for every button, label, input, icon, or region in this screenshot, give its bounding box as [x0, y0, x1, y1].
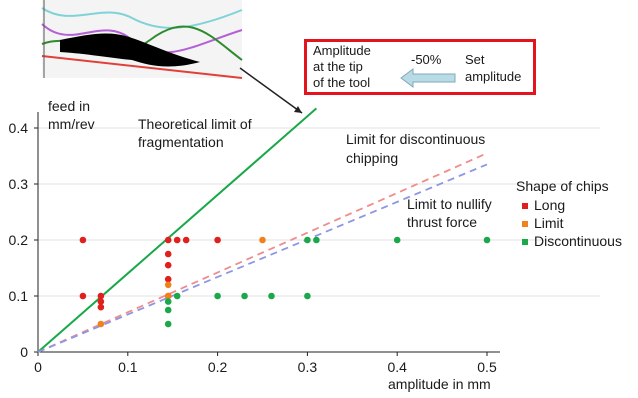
- callout-set-line2: amplitude: [465, 69, 522, 84]
- data-point-long-2: [97, 292, 105, 300]
- discontinuous-limit-label-line1: Limit for discontinuous: [346, 131, 486, 147]
- thrust-limit-label-line2: thrust force: [407, 214, 478, 230]
- data-point-long-0: [79, 236, 87, 244]
- data-point-long-3: [97, 298, 105, 305]
- legend-label-limit: Limit: [534, 215, 564, 231]
- y-axis-label-line1: feed in: [48, 98, 91, 114]
- callout-pointer-arrow: [239, 67, 303, 114]
- data-point-limit-3: [259, 236, 266, 244]
- data-point-long-4: [97, 303, 105, 311]
- y-axis-label-line2: mm/rev: [48, 116, 95, 132]
- data-point-long-11: [182, 236, 190, 244]
- legend-item-long: Long: [522, 197, 565, 214]
- data-point-long-5: [164, 236, 172, 244]
- data-point-discontinuous-7: [304, 292, 311, 300]
- legend-item-discontinuous: Discontinuous: [522, 233, 622, 250]
- data-point-long-12: [214, 236, 221, 244]
- theoretical-limit-line: [37, 107, 318, 353]
- y-tick-label-0.2: 0.2: [9, 232, 29, 248]
- data-point-discontinuous-1: [164, 306, 172, 314]
- legend-title: Shape of chips: [516, 178, 609, 194]
- callout-amplitude-line3: of the tool: [313, 75, 371, 90]
- data-point-discontinuous-4: [214, 292, 221, 300]
- data-point-discontinuous-6: [268, 292, 275, 300]
- waveform-inset-image: [41, 0, 243, 79]
- y-tick-label-0.3: 0.3: [9, 176, 29, 192]
- data-point-discontinuous-0: [164, 298, 172, 305]
- thrust-limit-line: [37, 163, 488, 353]
- x-axis-label: amplitude in mm: [388, 376, 491, 392]
- x-tick-label-0.3: 0.3: [298, 359, 318, 375]
- x-tick-label-0.5: 0.5: [477, 359, 497, 375]
- data-point-discontinuous-2: [164, 320, 172, 328]
- legend-label-discontinuous: Discontinuous: [534, 233, 622, 249]
- x-tick-label-0.2: 0.2: [208, 359, 228, 375]
- data-point-discontinuous-10: [393, 236, 401, 244]
- x-tick-label-0: 0: [34, 359, 42, 375]
- amplitude-callout-box: Amplitude at the tip of the tool -50% Se…: [304, 39, 536, 95]
- data-point-discontinuous-5: [241, 292, 248, 300]
- thrust-limit-label-line1: Limit to nullify: [407, 196, 492, 212]
- data-point-long-10: [173, 236, 181, 244]
- legend-marker-discontinuous: [522, 239, 528, 246]
- legend-label-long: Long: [534, 197, 566, 213]
- y-tick-label-0: 0: [20, 344, 28, 360]
- data-point-limit-1: [164, 281, 172, 289]
- data-point-discontinuous-11: [483, 236, 491, 244]
- x-tick-label-0.4: 0.4: [387, 359, 407, 375]
- data-point-discontinuous-9: [313, 236, 320, 244]
- data-point-long-7: [164, 261, 172, 269]
- callout-percent: -50%: [411, 52, 442, 67]
- data-point-long-6: [164, 250, 172, 258]
- data-point-discontinuous-3: [173, 292, 181, 300]
- callout-amplitude-line1: Amplitude: [313, 43, 371, 58]
- x-tick-label-0.1: 0.1: [118, 359, 138, 375]
- discontinuous-limit-label-line2: chipping: [346, 150, 399, 166]
- data-point-limit-0: [97, 320, 105, 328]
- callout-set-line1: Set: [465, 52, 485, 67]
- discontinuous-limit-line: [37, 152, 488, 353]
- data-point-limit-2: [164, 292, 172, 300]
- data-point-long-8: [164, 275, 172, 283]
- legend-marker-limit: [522, 221, 528, 228]
- y-tick-label-0.4: 0.4: [9, 120, 29, 136]
- theoretical-limit-label-line1: Theoretical limit of: [138, 116, 252, 132]
- data-point-discontinuous-8: [304, 236, 311, 244]
- callout-pointer-arrowhead: [294, 106, 302, 113]
- y-tick-label-0.1: 0.1: [9, 288, 29, 304]
- legend-marker-long: [522, 203, 528, 210]
- left-arrow-icon: [400, 68, 456, 88]
- theoretical-limit-label-line2: fragmentation: [138, 134, 224, 150]
- data-point-long-1: [79, 292, 87, 300]
- legend-item-limit: Limit: [522, 215, 564, 232]
- callout-amplitude-line2: at the tip: [313, 59, 363, 74]
